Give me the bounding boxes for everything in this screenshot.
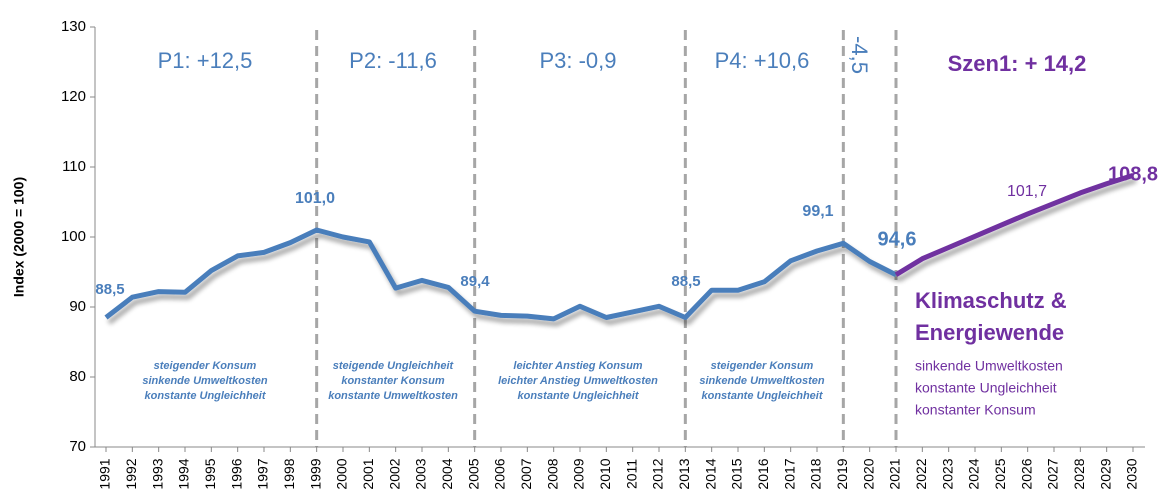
period-note: leichter Anstieg Umweltkosten <box>498 375 658 387</box>
period-note: konstanter Konsum <box>341 375 445 387</box>
x-tick-label: 1997 <box>255 458 271 489</box>
x-tick-label: 2020 <box>860 458 876 489</box>
series-line <box>894 173 1134 277</box>
x-tick-label: 2018 <box>808 458 824 489</box>
y-tick-label: 130 <box>61 18 86 35</box>
x-tick-label: 2016 <box>755 458 771 489</box>
x-tick-label: 2002 <box>386 458 402 489</box>
y-tick-label: 120 <box>61 88 86 105</box>
value-label: 101,7 <box>1007 183 1047 200</box>
x-tick-label: 2006 <box>492 458 508 489</box>
period-note: konstante Umweltkosten <box>328 390 458 402</box>
period-label: Szen1: + 14,2 <box>948 51 1087 76</box>
period-note: leichter Anstieg Konsum <box>513 360 642 372</box>
x-tick-label: 1996 <box>228 458 244 489</box>
x-tick-label: 2001 <box>360 458 376 489</box>
series-line <box>104 227 898 322</box>
value-label: 88,5 <box>95 281 124 298</box>
period-note: steigender Konsum <box>154 360 257 372</box>
x-tick-label: 1992 <box>123 458 139 489</box>
x-tick-label: 2013 <box>676 458 692 489</box>
y-tick-label: 100 <box>61 228 86 245</box>
x-tick-label: 2019 <box>834 458 850 489</box>
value-label: 108,8 <box>1108 163 1158 185</box>
x-tick-label: 2015 <box>729 458 745 489</box>
x-tick-label: 2011 <box>623 459 639 489</box>
x-tick-label: 2023 <box>939 458 955 489</box>
scenario-title: Klimaschutz & <box>915 288 1067 313</box>
x-tick-label: 2029 <box>1097 458 1113 489</box>
value-label: 101,0 <box>295 190 335 207</box>
y-tick-label: 110 <box>62 158 86 175</box>
x-tick-label: 1999 <box>307 458 323 489</box>
x-tick-label: 2007 <box>518 458 534 489</box>
x-tick-label: 2021 <box>887 458 903 489</box>
period-label: P2: -11,6 <box>349 48 437 73</box>
x-tick-label: 2028 <box>1071 458 1087 489</box>
value-label: 88,5 <box>671 273 700 290</box>
period-note: konstante Ungleichheit <box>144 390 266 402</box>
x-tick-label: 2030 <box>1124 458 1140 489</box>
y-tick-label: 70 <box>69 438 86 455</box>
x-tick-label: 2004 <box>439 458 455 489</box>
y-axis-label: Index (2000 = 100) <box>11 177 27 297</box>
x-tick-label: 2012 <box>650 458 666 489</box>
x-tick-label: 2010 <box>597 458 613 489</box>
x-tick-label: 2005 <box>465 458 481 489</box>
x-tick-label: 1995 <box>202 458 218 489</box>
x-tick-label: 2000 <box>334 458 350 489</box>
x-tick-label: 1993 <box>149 458 165 489</box>
value-label: 94,6 <box>878 228 917 250</box>
period-label: P1: +12,5 <box>158 48 253 73</box>
x-tick-label: 2014 <box>702 458 718 489</box>
x-tick-label: 2003 <box>413 458 429 489</box>
y-tick-label: 80 <box>69 368 86 385</box>
value-label: 99,1 <box>802 203 833 220</box>
value-label: 89,4 <box>460 273 490 290</box>
x-tick-label: 1991 <box>97 458 113 489</box>
period-note: konstante Ungleichheit <box>701 390 823 402</box>
x-tick-label: 1994 <box>176 458 192 489</box>
x-tick-label: 2017 <box>781 458 797 489</box>
y-tick-label: 90 <box>69 298 86 315</box>
scenario-note: konstante Ungleichheit <box>915 380 1057 396</box>
period-note: konstante Ungleichheit <box>517 390 639 402</box>
scenario-note: konstanter Konsum <box>915 402 1036 418</box>
period-note: steigende Ungleichheit <box>333 360 455 372</box>
x-tick-label: 2026 <box>1018 458 1034 489</box>
x-tick-label: 2024 <box>966 458 982 489</box>
period-note: sinkende Umweltkosten <box>142 375 268 387</box>
x-tick-label: 2027 <box>1045 458 1061 489</box>
period-label: P4: +10,6 <box>715 48 810 73</box>
scenario-note: sinkende Umweltkosten <box>915 358 1063 374</box>
period-note: steigender Konsum <box>711 360 814 372</box>
x-tick-label: 1998 <box>281 458 297 489</box>
x-tick-label: 2022 <box>913 458 929 489</box>
x-tick-label: 2025 <box>992 458 1008 489</box>
period-note: sinkende Umweltkosten <box>699 375 825 387</box>
period-label: P3: -0,9 <box>539 48 616 73</box>
period-label: -4,5 <box>847 36 872 74</box>
x-tick-label: 2008 <box>544 458 560 489</box>
x-tick-label: 2009 <box>571 458 587 489</box>
scenario-title: Energiewende <box>915 320 1064 345</box>
